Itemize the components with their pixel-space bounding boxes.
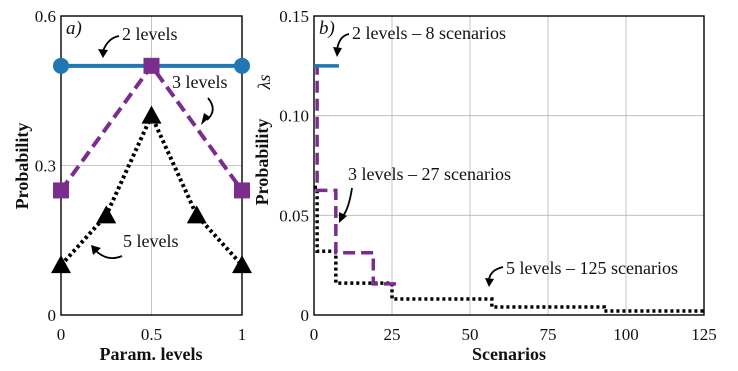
panel-b-arrow-2-levels bbox=[336, 33, 350, 51]
panel-a-x-tick-label: 1 bbox=[238, 325, 247, 344]
panel-a-x-tick-label: 0 bbox=[57, 325, 66, 344]
panel-a-arrowhead-5-levels bbox=[91, 245, 101, 255]
panel-a-chart: 0 0.5 1 0 0.3 0.6 a) Param. levels Probabilit… bbox=[12, 7, 252, 364]
panel-b-grid bbox=[314, 16, 704, 315]
panel-a-annotation-5-levels: 5 levels bbox=[123, 231, 179, 251]
panel-b-y-tick-label: 0 bbox=[301, 306, 310, 325]
panel-b-annotation-5-levels: 5 levels – 125 scenarios bbox=[506, 258, 678, 278]
panel-b-ylabel-symbol: λs bbox=[254, 75, 274, 91]
panel-b-y-tick-label: 0.15 bbox=[279, 7, 309, 26]
panel-a-marker-3-levels bbox=[53, 182, 69, 199]
panel-a-marker-5-levels bbox=[232, 255, 252, 274]
panel-b-annotation-3-levels: 3 levels – 27 scenarios bbox=[348, 164, 511, 184]
panel-b-x-tick-label: 50 bbox=[462, 325, 479, 344]
panel-b-y-tick-label: 0.05 bbox=[279, 206, 309, 225]
panel-a-xlabel: Param. levels bbox=[100, 344, 203, 364]
panel-b-arrowhead-2-levels bbox=[333, 47, 342, 57]
panel-b-arrow-5-levels bbox=[488, 266, 504, 281]
panel-a-y-tick-label: 0.6 bbox=[35, 7, 56, 26]
panel-b-ylabel: Probability bbox=[252, 119, 272, 206]
panel-a-x-tick-label: 0.5 bbox=[141, 325, 162, 344]
panel-a-marker-5-levels bbox=[186, 205, 207, 224]
panel-a-series bbox=[51, 57, 252, 274]
panel-a-arrow-3-levels bbox=[206, 97, 214, 121]
panel-a-ticks: 0 0.5 1 0 0.3 0.6 bbox=[35, 7, 247, 344]
panel-b-x-tick-label: 0 bbox=[310, 325, 319, 344]
panel-a-y-tick-label: 0.3 bbox=[35, 157, 56, 176]
panel-b-ticks: 0 25 50 75 100 125 0 0.05 0.10 0.15 bbox=[279, 7, 717, 344]
panel-a-arrowhead-2-levels bbox=[98, 49, 108, 58]
panel-b-series-5-levels-125-scenarios bbox=[314, 185, 704, 313]
panel-b-x-tick-label: 100 bbox=[613, 325, 639, 344]
panel-b-arrowhead-3-levels bbox=[339, 212, 347, 223]
panel-b-y-tick-label: 0.10 bbox=[279, 107, 309, 126]
panel-b-x-tick-label: 25 bbox=[384, 325, 401, 344]
panel-a-marker-5-levels bbox=[141, 105, 162, 124]
panel-a-label: a) bbox=[66, 18, 82, 39]
panel-a-marker-5-levels bbox=[96, 205, 117, 224]
panel-b-x-tick-label: 125 bbox=[691, 325, 717, 344]
panel-b-arrowhead-5-levels bbox=[485, 278, 494, 287]
panel-b-arrow-3-levels bbox=[342, 187, 353, 217]
panel-a-marker-3-levels bbox=[143, 57, 160, 74]
panel-a-frame bbox=[60, 15, 243, 316]
panel-b-xlabel: Scenarios bbox=[472, 344, 546, 364]
panel-a-marker-2-levels bbox=[53, 57, 69, 74]
panel-b-frame bbox=[313, 15, 705, 316]
panel-a-marker-5-levels bbox=[51, 255, 71, 274]
panel-a-arrow-5-levels bbox=[95, 250, 123, 260]
panel-a-arrow-2-levels bbox=[102, 35, 120, 52]
panel-b-x-tick-label: 75 bbox=[540, 325, 557, 344]
panel-a-y-tick-label: 0 bbox=[48, 306, 57, 325]
panel-a-annotation-3-levels: 3 levels bbox=[172, 72, 228, 92]
panel-a-ylabel: Probability bbox=[12, 123, 32, 210]
panel-a-arrowhead-3-levels bbox=[201, 113, 210, 125]
panel-a-marker-2-levels bbox=[234, 57, 250, 74]
panel-b-series-3-levels-27-scenarios bbox=[314, 64, 399, 286]
panel-b-annotation-2-levels: 2 levels – 8 scenarios bbox=[352, 23, 506, 43]
panel-b-series bbox=[314, 64, 704, 313]
panel-b-label: b) bbox=[319, 18, 335, 39]
panel-a-marker-3-levels bbox=[234, 182, 250, 199]
panel-a-annotation-2-levels: 2 levels bbox=[122, 24, 178, 44]
